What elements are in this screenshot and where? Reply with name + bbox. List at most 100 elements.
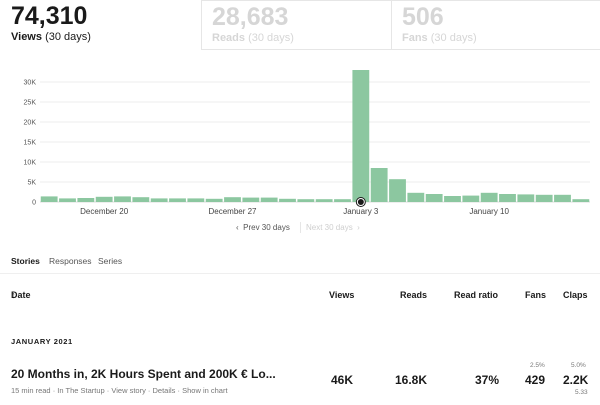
y-tick-label: 25K bbox=[24, 100, 37, 107]
story-claps: 2.2K bbox=[563, 373, 589, 387]
prev-30-days-button[interactable]: ‹ Prev 30 days bbox=[236, 223, 290, 232]
views-label: Views (30 days) bbox=[11, 31, 91, 43]
claps-header[interactable]: Claps bbox=[563, 290, 588, 300]
date-header-label: Date bbox=[11, 290, 31, 300]
story-claps-percent: 5.0% bbox=[571, 362, 586, 369]
fans-label: Fans (30 days) bbox=[402, 32, 477, 44]
story-title[interactable]: 20 Months in, 2K Hours Spent and 200K € … bbox=[11, 367, 276, 381]
story-read-ratio: 37% bbox=[475, 373, 500, 387]
chart-bar[interactable] bbox=[297, 199, 315, 202]
x-tick-label: January 3 bbox=[343, 207, 379, 216]
chart-bar[interactable] bbox=[95, 196, 113, 202]
reads-period: (30 days) bbox=[248, 32, 294, 44]
story-reads: 16.8K bbox=[395, 373, 428, 387]
y-tick-label: 30K bbox=[24, 80, 37, 87]
chart-bar[interactable] bbox=[224, 197, 241, 202]
publication-link[interactable]: In The Startup bbox=[57, 386, 105, 395]
chart-bar[interactable] bbox=[169, 198, 186, 202]
show-in-chart-link[interactable]: Show in chart bbox=[182, 386, 228, 395]
chart-marker bbox=[355, 197, 366, 207]
story-meta: 15 min read · In The Startup · View stor… bbox=[11, 386, 228, 395]
chart-bar[interactable] bbox=[279, 198, 296, 202]
y-tick-label: 15K bbox=[24, 140, 37, 147]
story-views: 46K bbox=[331, 373, 354, 387]
next-label: Next 30 days bbox=[306, 223, 353, 232]
fans-label-text: Fans bbox=[402, 32, 428, 44]
chart-bar[interactable] bbox=[242, 197, 260, 202]
metric-tab-fans[interactable]: 506 Fans (30 days) bbox=[391, 0, 600, 50]
chart-grid bbox=[40, 81, 590, 203]
chart-bar[interactable] bbox=[425, 194, 443, 202]
content-tabs: Stories Responses Series bbox=[0, 256, 600, 274]
chart-x-axis: December 20 December 27 January 3 January 1… bbox=[80, 207, 509, 216]
reads-label-text: Reads bbox=[212, 32, 246, 44]
arrow-up-icon: ↑ bbox=[11, 290, 16, 300]
chart-pager: ‹ Prev 30 days Next 30 days › bbox=[0, 222, 600, 237]
story-fans-percent: 2.5% bbox=[530, 362, 545, 369]
chart-bar[interactable] bbox=[444, 196, 461, 202]
chart-bars bbox=[40, 70, 590, 202]
reads-label: Reads (30 days) bbox=[212, 32, 294, 44]
chart-bar[interactable] bbox=[535, 194, 553, 202]
chart-bar[interactable] bbox=[132, 197, 150, 202]
prev-label: Prev 30 days bbox=[243, 223, 290, 232]
details-link[interactable]: Details bbox=[152, 386, 176, 395]
chevron-right-icon: › bbox=[357, 223, 360, 232]
tab-series[interactable]: Series bbox=[98, 256, 123, 266]
metrics-header: 74,310 Views (30 days) 28,683 Reads (30 … bbox=[0, 0, 600, 62]
x-tick-label: December 20 bbox=[80, 207, 129, 216]
fans-period: (30 days) bbox=[430, 32, 477, 44]
chevron-left-icon: ‹ bbox=[236, 223, 239, 232]
metric-tab-reads[interactable]: 28,683 Reads (30 days) bbox=[201, 0, 391, 50]
chart-bar[interactable] bbox=[59, 198, 76, 202]
chart-bar[interactable] bbox=[150, 198, 168, 202]
chart-bar[interactable] bbox=[334, 199, 351, 202]
y-tick-label: 20K bbox=[24, 120, 37, 127]
chart-bar[interactable] bbox=[572, 199, 590, 202]
read-time: 15 min read bbox=[11, 386, 51, 395]
chart-bar[interactable] bbox=[315, 199, 333, 202]
x-tick-label: December 27 bbox=[208, 207, 257, 216]
chart-bar[interactable] bbox=[370, 168, 388, 202]
reads-count: 28,683 bbox=[212, 3, 289, 31]
chart-bar[interactable] bbox=[40, 196, 58, 202]
tab-responses[interactable]: Responses bbox=[49, 256, 92, 266]
chart-bar[interactable] bbox=[462, 195, 480, 202]
chart-bar[interactable] bbox=[187, 198, 205, 202]
chart-bar[interactable] bbox=[499, 194, 516, 202]
chart-bar[interactable] bbox=[407, 192, 425, 202]
chart-bar[interactable] bbox=[480, 192, 498, 202]
fans-count: 506 bbox=[402, 3, 444, 31]
x-tick-label: January 10 bbox=[469, 207, 509, 216]
chart-y-axis: 0 5K 10K 15K 20K 25K 30K bbox=[24, 80, 37, 207]
chart-bar[interactable] bbox=[114, 196, 131, 202]
month-section-label: JANUARY 2021 bbox=[11, 337, 73, 346]
chart-bar[interactable] bbox=[205, 198, 223, 202]
chart-bar[interactable] bbox=[389, 179, 406, 202]
y-tick-label: 10K bbox=[24, 160, 37, 167]
story-claps-per-fan: 5.33 bbox=[575, 389, 588, 396]
y-tick-label: 5K bbox=[27, 180, 36, 187]
story-fans: 429 bbox=[525, 373, 546, 387]
views-count: 74,310 bbox=[11, 2, 88, 30]
fans-header[interactable]: Fans bbox=[525, 290, 547, 300]
chart-bar[interactable] bbox=[517, 194, 535, 202]
next-30-days-button[interactable]: Next 30 days › bbox=[306, 223, 360, 232]
chart-bar[interactable] bbox=[352, 70, 370, 202]
table-header: Date ↑ Views Reads Read ratio Fans Claps bbox=[0, 290, 600, 304]
pager-divider bbox=[300, 222, 301, 233]
read-ratio-header[interactable]: Read ratio bbox=[454, 290, 499, 300]
tab-stories[interactable]: Stories bbox=[11, 256, 40, 266]
views-label-text: Views bbox=[11, 31, 42, 43]
reads-header[interactable]: Reads bbox=[400, 290, 428, 300]
views-header[interactable]: Views bbox=[329, 290, 355, 300]
views-period: (30 days) bbox=[45, 31, 91, 43]
chart-bar[interactable] bbox=[554, 194, 571, 202]
date-marker-dot bbox=[357, 199, 364, 205]
view-story-link[interactable]: View story bbox=[111, 386, 146, 395]
y-tick-label: 0 bbox=[32, 200, 36, 207]
chart-bar[interactable] bbox=[260, 197, 278, 202]
metric-tab-views[interactable]: 74,310 Views (30 days) bbox=[0, 0, 200, 52]
chart-bar[interactable] bbox=[77, 198, 95, 202]
